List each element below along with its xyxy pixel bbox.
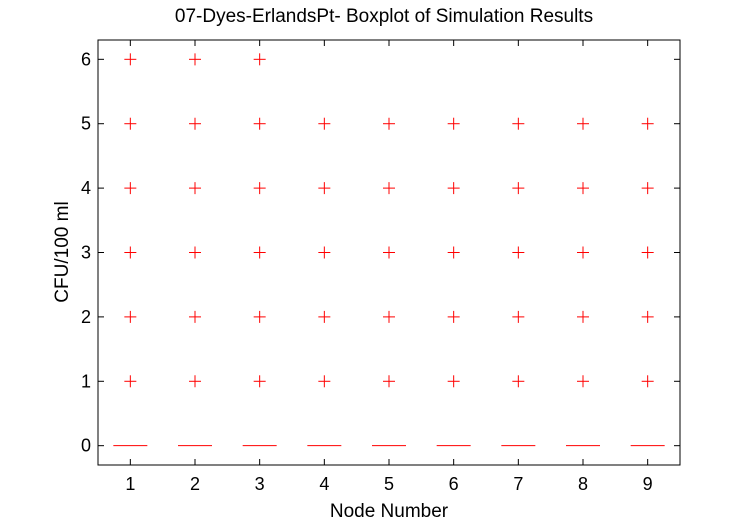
outlier-marker bbox=[124, 246, 137, 259]
outlier-marker bbox=[447, 375, 460, 388]
outlier-marker bbox=[383, 246, 395, 259]
x-tick-label: 8 bbox=[578, 474, 588, 494]
outlier-marker bbox=[641, 310, 654, 323]
outlier-marker bbox=[383, 310, 395, 323]
x-tick-label: 5 bbox=[384, 474, 394, 494]
outlier-marker bbox=[189, 310, 201, 323]
outlier-marker bbox=[383, 375, 395, 388]
x-tick-label: 7 bbox=[513, 474, 523, 494]
outlier-marker bbox=[512, 310, 525, 323]
y-tick-label: 1 bbox=[81, 371, 91, 391]
y-tick-label: 4 bbox=[81, 178, 91, 198]
x-tick-label: 2 bbox=[190, 474, 200, 494]
outlier-markers bbox=[124, 53, 654, 388]
outlier-marker bbox=[383, 182, 395, 195]
outlier-marker bbox=[318, 182, 331, 195]
outlier-marker bbox=[318, 310, 331, 323]
y-tick-label: 6 bbox=[81, 49, 91, 69]
outlier-marker bbox=[189, 246, 201, 259]
outlier-marker bbox=[189, 117, 201, 130]
x-tick-label: 6 bbox=[449, 474, 459, 494]
outlier-marker bbox=[318, 246, 331, 259]
outlier-marker bbox=[447, 246, 460, 259]
outlier-marker bbox=[253, 53, 266, 66]
outlier-marker bbox=[512, 375, 525, 388]
outlier-marker bbox=[253, 375, 266, 388]
outlier-marker bbox=[189, 375, 201, 388]
outlier-marker bbox=[641, 117, 654, 130]
outlier-marker bbox=[189, 182, 201, 195]
x-tick-label: 4 bbox=[319, 474, 329, 494]
outlier-marker bbox=[577, 182, 589, 195]
outlier-marker bbox=[253, 246, 266, 259]
y-tick-label: 3 bbox=[81, 243, 91, 263]
outlier-marker bbox=[124, 182, 137, 195]
outlier-marker bbox=[253, 182, 266, 195]
outlier-marker bbox=[641, 375, 654, 388]
outlier-marker bbox=[447, 117, 460, 130]
outlier-marker bbox=[512, 182, 525, 195]
outlier-marker bbox=[577, 117, 589, 130]
y-tick-label: 0 bbox=[81, 436, 91, 456]
outlier-marker bbox=[577, 246, 589, 259]
outlier-marker bbox=[124, 310, 137, 323]
outlier-marker bbox=[641, 182, 654, 195]
outlier-marker bbox=[124, 375, 137, 388]
outlier-marker bbox=[577, 375, 589, 388]
outlier-marker bbox=[512, 117, 525, 130]
x-tick-label: 1 bbox=[125, 474, 135, 494]
chart-title: 07-Dyes-ErlandsPt- Boxplot of Simulation… bbox=[175, 6, 593, 27]
outlier-marker bbox=[641, 246, 654, 259]
outlier-marker bbox=[189, 53, 201, 66]
outlier-marker bbox=[253, 310, 266, 323]
y-axis-label: CFU/100 ml bbox=[52, 201, 73, 302]
outlier-marker bbox=[124, 117, 137, 130]
outlier-marker bbox=[512, 246, 525, 259]
x-tick-label: 3 bbox=[255, 474, 265, 494]
y-tick-label: 2 bbox=[81, 307, 91, 327]
outlier-marker bbox=[318, 117, 331, 130]
x-axis: 1 2 3 4 5 6 7 8 9 bbox=[125, 40, 653, 494]
outlier-marker bbox=[124, 53, 137, 66]
y-axis: 0 1 2 3 4 5 6 bbox=[81, 49, 680, 456]
outlier-marker bbox=[447, 182, 460, 195]
x-axis-label: Node Number bbox=[330, 501, 449, 522]
outlier-marker bbox=[577, 310, 589, 323]
outlier-marker bbox=[447, 310, 460, 323]
outlier-marker bbox=[253, 117, 266, 130]
x-tick-label: 9 bbox=[643, 474, 653, 494]
outlier-marker bbox=[383, 117, 395, 130]
y-tick-label: 5 bbox=[81, 114, 91, 134]
outlier-marker bbox=[318, 375, 331, 388]
